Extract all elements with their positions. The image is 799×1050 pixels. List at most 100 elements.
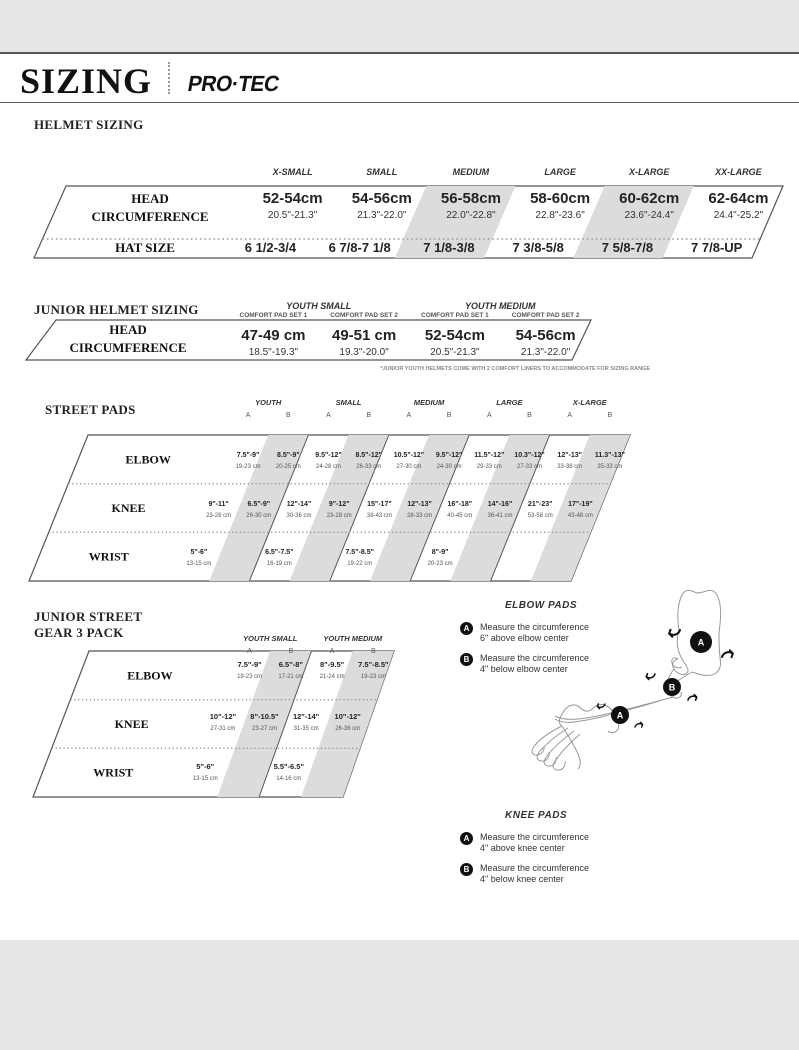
- svg-text:24-30 cm: 24-30 cm: [437, 464, 462, 470]
- svg-text:10.3"-12": 10.3"-12": [514, 452, 544, 459]
- svg-text:COMFORT PAD SET 2: COMFORT PAD SET 2: [330, 312, 398, 319]
- svg-text:A: A: [407, 412, 412, 419]
- svg-text:X-LARGE: X-LARGE: [572, 398, 608, 407]
- svg-text:6.5"-8": 6.5"-8": [279, 660, 304, 669]
- svg-text:19-23 cm: 19-23 cm: [237, 674, 262, 680]
- svg-text:12"-14": 12"-14": [293, 712, 320, 721]
- svg-text:B: B: [286, 412, 291, 419]
- svg-text:SMALL: SMALL: [366, 167, 397, 177]
- svg-text:SMALL: SMALL: [336, 398, 362, 407]
- svg-text:B: B: [608, 412, 613, 419]
- svg-text:23-28 cm: 23-28 cm: [206, 513, 231, 519]
- svg-text:10.5"-12": 10.5"-12": [394, 452, 424, 459]
- svg-text:13-15 cm: 13-15 cm: [186, 561, 211, 567]
- svg-text:B: B: [289, 648, 294, 655]
- svg-text:B: B: [371, 648, 376, 655]
- svg-text:28-33 cm: 28-33 cm: [407, 513, 432, 519]
- svg-text:20-25 cm: 20-25 cm: [276, 464, 301, 470]
- svg-text:19.3"-20.0": 19.3"-20.0": [339, 347, 389, 358]
- svg-text:20.5"-21.3": 20.5"-21.3": [430, 347, 480, 358]
- svg-text:A: A: [326, 412, 331, 419]
- svg-text:27-33 cm: 27-33 cm: [517, 464, 542, 470]
- svg-text:23.6"-24.4": 23.6"-24.4": [625, 210, 675, 221]
- svg-text:7.5"-9": 7.5"-9": [237, 452, 260, 459]
- svg-text:26-30 cm: 26-30 cm: [246, 513, 271, 519]
- svg-text:21-24 cm: 21-24 cm: [320, 674, 345, 680]
- svg-text:CIRCUMFERENCE: CIRCUMFERENCE: [92, 209, 209, 224]
- svg-text:6.5"-9": 6.5"-9": [248, 501, 271, 508]
- svg-text:B: B: [527, 412, 532, 419]
- svg-text:7 5/8-7/8: 7 5/8-7/8: [602, 240, 653, 255]
- svg-text:B: B: [447, 412, 452, 419]
- svg-text:22.8"-23.6": 22.8"-23.6": [535, 210, 585, 221]
- svg-text:6.5"-7.5": 6.5"-7.5": [265, 549, 293, 556]
- svg-text:HEAD: HEAD: [131, 191, 169, 206]
- svg-text:ELBOW: ELBOW: [126, 452, 171, 466]
- svg-text:7.5"-9": 7.5"-9": [237, 660, 262, 669]
- svg-text:A: A: [617, 711, 624, 721]
- svg-text:24.4"-25.2": 24.4"-25.2": [714, 210, 764, 221]
- svg-text:36-41 cm: 36-41 cm: [487, 513, 512, 519]
- svg-text:8.5"-9": 8.5"-9": [277, 452, 300, 459]
- svg-text:A: A: [567, 412, 572, 419]
- svg-text:26-33 cm: 26-33 cm: [356, 464, 381, 470]
- svg-text:KNEE: KNEE: [115, 717, 149, 731]
- svg-text:33-38 cm: 33-38 cm: [557, 464, 582, 470]
- svg-text:43-48 cm: 43-48 cm: [568, 513, 593, 519]
- svg-text:MEDIUM: MEDIUM: [453, 167, 490, 177]
- svg-text:49-51 cm: 49-51 cm: [332, 327, 396, 344]
- svg-text:6 1/2-3/4: 6 1/2-3/4: [245, 240, 297, 255]
- svg-text:29-33 cm: 29-33 cm: [477, 464, 502, 470]
- svg-text:A: A: [698, 638, 705, 648]
- svg-text:COMFORT PAD SET 1: COMFORT PAD SET 1: [421, 312, 489, 319]
- svg-text:8"-9": 8"-9": [432, 549, 449, 556]
- svg-text:7 7/8-UP: 7 7/8-UP: [691, 240, 743, 255]
- svg-text:11.5"-12": 11.5"-12": [474, 452, 504, 459]
- svg-text:40-45 cm: 40-45 cm: [447, 513, 472, 519]
- svg-text:YOUTH SMALL: YOUTH SMALL: [243, 634, 298, 643]
- svg-text:9.5"-12": 9.5"-12": [315, 452, 342, 459]
- svg-text:56-58cm: 56-58cm: [441, 190, 501, 207]
- svg-text:16"-18": 16"-18": [448, 501, 473, 508]
- svg-text:XX-LARGE: XX-LARGE: [714, 167, 763, 177]
- svg-text:26-36 cm: 26-36 cm: [335, 726, 360, 732]
- svg-text:7.5"-8.5": 7.5"-8.5": [358, 660, 389, 669]
- svg-text:KNEE: KNEE: [111, 501, 145, 515]
- svg-text:15"-17": 15"-17": [367, 501, 392, 508]
- svg-text:52-54cm: 52-54cm: [425, 327, 485, 344]
- svg-text:CIRCUMFERENCE: CIRCUMFERENCE: [70, 340, 187, 355]
- svg-text:MEDIUM: MEDIUM: [414, 398, 445, 407]
- svg-text:27-30 cm: 27-30 cm: [396, 464, 421, 470]
- svg-text:19-22 cm: 19-22 cm: [347, 561, 372, 567]
- svg-text:COMFORT PAD SET 1: COMFORT PAD SET 1: [240, 312, 308, 319]
- svg-text:58-60cm: 58-60cm: [530, 190, 590, 207]
- svg-text:17-21 cm: 17-21 cm: [278, 674, 303, 680]
- svg-text:X-LARGE: X-LARGE: [628, 167, 670, 177]
- svg-text:38-43 cm: 38-43 cm: [367, 513, 392, 519]
- svg-text:14-16 cm: 14-16 cm: [276, 776, 301, 782]
- svg-text:6 7/8-7 1/8: 6 7/8-7 1/8: [329, 240, 391, 255]
- svg-text:B: B: [366, 412, 371, 419]
- svg-text:9.5"-12": 9.5"-12": [436, 452, 463, 459]
- svg-text:24-28 cm: 24-28 cm: [316, 464, 341, 470]
- svg-text:ELBOW: ELBOW: [127, 668, 172, 682]
- svg-text:19-23 cm: 19-23 cm: [236, 464, 261, 470]
- svg-text:21.3"-22.0": 21.3"-22.0": [521, 347, 571, 358]
- svg-text:A: A: [487, 412, 492, 419]
- svg-text:11.3"-13": 11.3"-13": [595, 452, 625, 459]
- svg-text:YOUTH MEDIUM: YOUTH MEDIUM: [323, 634, 383, 643]
- svg-text:HEAD: HEAD: [109, 322, 147, 337]
- svg-text:B: B: [669, 683, 676, 693]
- svg-text:20.5"-21.3": 20.5"-21.3": [268, 210, 318, 221]
- svg-text:8.5"-12": 8.5"-12": [355, 452, 382, 459]
- svg-text:22.0"-22.8": 22.0"-22.8": [446, 210, 496, 221]
- svg-text:YOUTH MEDIUM: YOUTH MEDIUM: [465, 301, 536, 311]
- svg-text:53-58 cm: 53-58 cm: [528, 513, 553, 519]
- svg-text:30-36 cm: 30-36 cm: [286, 513, 311, 519]
- svg-text:14"-16": 14"-16": [488, 501, 513, 508]
- svg-text:7 1/8-3/8: 7 1/8-3/8: [423, 240, 474, 255]
- svg-text:10"-12": 10"-12": [210, 712, 237, 721]
- svg-text:HAT SIZE: HAT SIZE: [115, 240, 175, 255]
- svg-text:9"-11": 9"-11": [208, 501, 228, 508]
- svg-text:12"-13": 12"-13": [407, 501, 432, 508]
